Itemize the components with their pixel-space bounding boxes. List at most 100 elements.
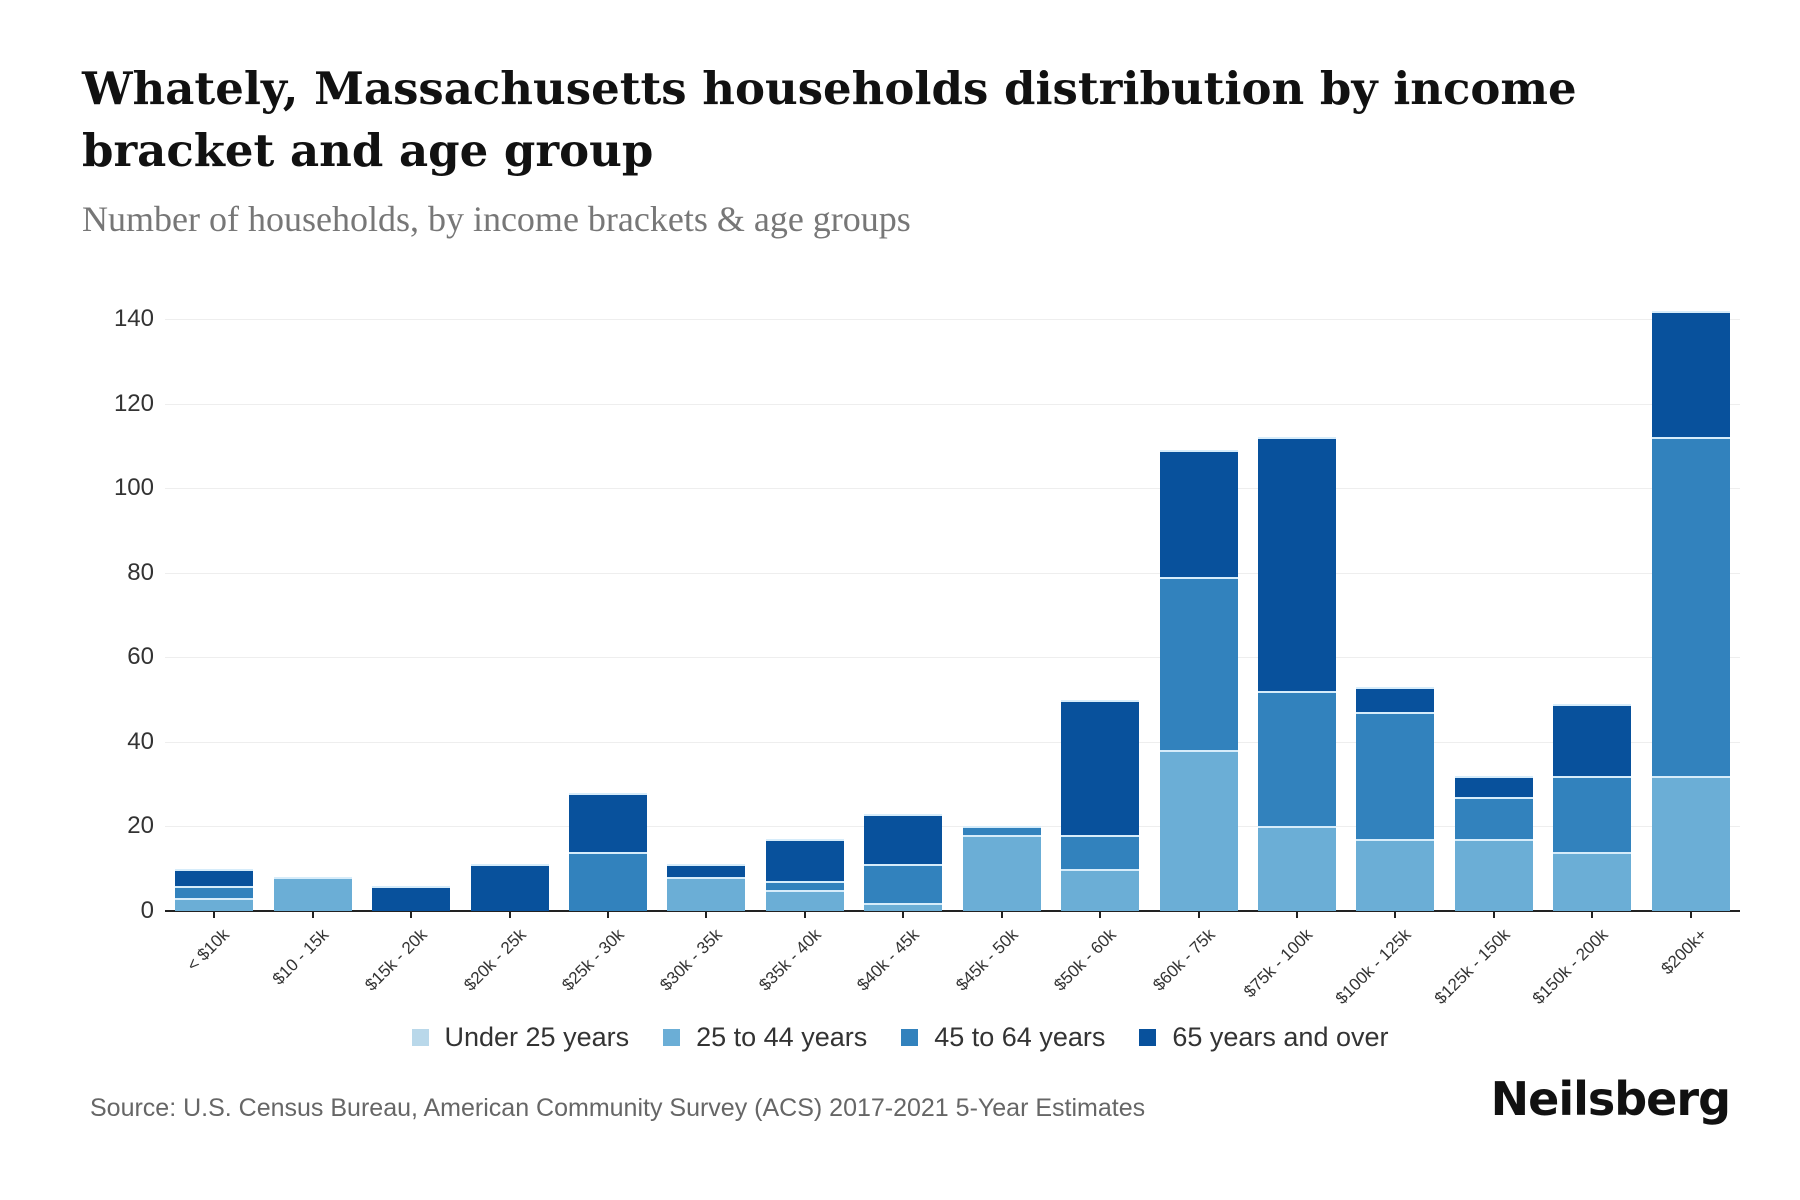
bar-segment[interactable] — [470, 864, 549, 911]
neilsberg-logo: Neilsberg — [1490, 1072, 1731, 1126]
bar-segment[interactable] — [175, 898, 254, 911]
x-tick-label: $50k - 60k — [1050, 925, 1120, 995]
bar-segment[interactable] — [1651, 310, 1730, 438]
gridline — [165, 488, 1740, 490]
bar-segment[interactable] — [864, 813, 943, 865]
x-tick — [1591, 912, 1594, 918]
x-tick — [508, 912, 511, 918]
x-axis-line — [165, 910, 1740, 912]
y-tick-label: 100 — [113, 474, 154, 502]
stacked-bar[interactable] — [667, 864, 746, 911]
legend-swatch-icon — [901, 1029, 919, 1046]
bar-segment[interactable] — [1061, 699, 1140, 835]
x-tick — [606, 912, 609, 918]
bar-segment[interactable] — [1258, 691, 1337, 827]
bar-segment[interactable] — [1651, 775, 1730, 911]
x-tick-label: $150k - 200k — [1529, 925, 1613, 1008]
x-tick — [1394, 912, 1397, 918]
stacked-bar[interactable] — [568, 792, 647, 911]
x-tick-label: $25k - 30k — [558, 925, 628, 995]
legend-item[interactable]: 65 years and over — [1139, 1022, 1389, 1053]
gridline — [165, 572, 1740, 574]
legend-item[interactable]: 45 to 64 years — [901, 1022, 1105, 1053]
stacked-bar[interactable] — [175, 868, 254, 911]
bar-segment[interactable] — [1356, 839, 1435, 911]
bar-segment[interactable] — [568, 792, 647, 852]
stacked-bar[interactable] — [962, 826, 1041, 911]
bar-segment[interactable] — [1553, 703, 1632, 776]
bar-segment[interactable] — [765, 839, 844, 882]
bar-segment[interactable] — [1061, 834, 1140, 869]
bar-segment[interactable] — [372, 885, 451, 911]
y-tick-label: 20 — [127, 812, 154, 840]
bar-segment[interactable] — [1159, 450, 1238, 577]
bar-segment[interactable] — [765, 889, 844, 911]
stacked-bar[interactable] — [1061, 699, 1140, 911]
x-tick — [1000, 912, 1003, 918]
bar-segment[interactable] — [864, 902, 943, 911]
bar-segment[interactable] — [765, 881, 844, 890]
bar-segment[interactable] — [1356, 686, 1435, 713]
bar-segment[interactable] — [175, 885, 254, 899]
bar-segment[interactable] — [962, 826, 1041, 835]
bar-segment[interactable] — [864, 864, 943, 903]
bar-segment[interactable] — [1454, 839, 1533, 911]
gridline — [165, 741, 1740, 743]
bar-segment[interactable] — [667, 864, 746, 878]
bar-segment[interactable] — [175, 868, 254, 886]
x-tick-label: $45k - 50k — [951, 925, 1022, 995]
bar-segment[interactable] — [1454, 775, 1533, 797]
legend-label: 25 to 44 years — [696, 1022, 868, 1052]
stacked-bar[interactable] — [1553, 703, 1632, 911]
bar-segment[interactable] — [273, 877, 352, 911]
stacked-bar[interactable] — [1454, 775, 1533, 911]
legend-swatch-icon — [411, 1029, 429, 1046]
source-note: Source: U.S. Census Bureau, American Com… — [90, 1094, 1146, 1122]
x-tick — [705, 912, 708, 918]
x-tick-label: $35k - 40k — [755, 925, 825, 995]
stacked-bar[interactable] — [1258, 437, 1337, 911]
legend-swatch-icon — [663, 1029, 681, 1046]
legend-label: Under 25 years — [444, 1022, 630, 1052]
stacked-bar[interactable] — [470, 864, 549, 911]
legend-item[interactable]: 25 to 44 years — [663, 1022, 867, 1053]
bar-segment[interactable] — [667, 877, 746, 911]
x-tick — [311, 912, 314, 918]
x-tick-label: $100k - 125k — [1332, 925, 1416, 1008]
stacked-bar[interactable] — [1651, 310, 1730, 911]
x-tick — [1492, 912, 1495, 918]
gridline — [165, 826, 1740, 828]
bar-segment[interactable] — [1159, 750, 1238, 911]
legend-label: 45 to 64 years — [934, 1022, 1106, 1052]
bar-segment[interactable] — [1258, 437, 1337, 692]
x-tick-label: $20k - 25k — [459, 925, 530, 995]
bar-segment[interactable] — [1553, 775, 1632, 852]
chart-title: Whately, Massachusetts households distri… — [82, 62, 1577, 177]
gridline — [165, 657, 1740, 659]
legend: Under 25 years 25 to 44 years 45 to 64 yea… — [0, 1022, 1800, 1053]
bar-segment[interactable] — [1553, 851, 1632, 911]
bar-segment[interactable] — [1454, 796, 1533, 840]
stacked-bar[interactable] — [273, 877, 352, 911]
stacked-bar[interactable] — [372, 885, 451, 911]
x-tick-label: $125k - 150k — [1430, 925, 1514, 1008]
bar-segment[interactable] — [1159, 576, 1238, 751]
legend-label: 65 years and over — [1172, 1022, 1389, 1052]
bar-segment[interactable] — [1061, 868, 1140, 911]
y-tick-label: 40 — [127, 727, 154, 755]
stacked-bar[interactable] — [1159, 450, 1238, 911]
stacked-bar[interactable] — [1356, 686, 1435, 911]
bar-segment[interactable] — [1258, 826, 1337, 911]
legend-item[interactable]: Under 25 years — [411, 1022, 630, 1053]
x-tick — [902, 912, 905, 918]
bar-segment[interactable] — [962, 834, 1041, 911]
stacked-bar[interactable] — [864, 813, 943, 911]
x-tick-label: < $10k — [183, 925, 234, 975]
x-tick-label: $200k+ — [1657, 925, 1711, 979]
bar-segment[interactable] — [568, 851, 647, 911]
y-tick-label: 140 — [113, 305, 154, 332]
y-tick-label: 60 — [127, 643, 154, 671]
stacked-bar[interactable] — [765, 839, 844, 911]
bar-segment[interactable] — [1356, 712, 1435, 840]
bar-segment[interactable] — [1651, 437, 1730, 776]
